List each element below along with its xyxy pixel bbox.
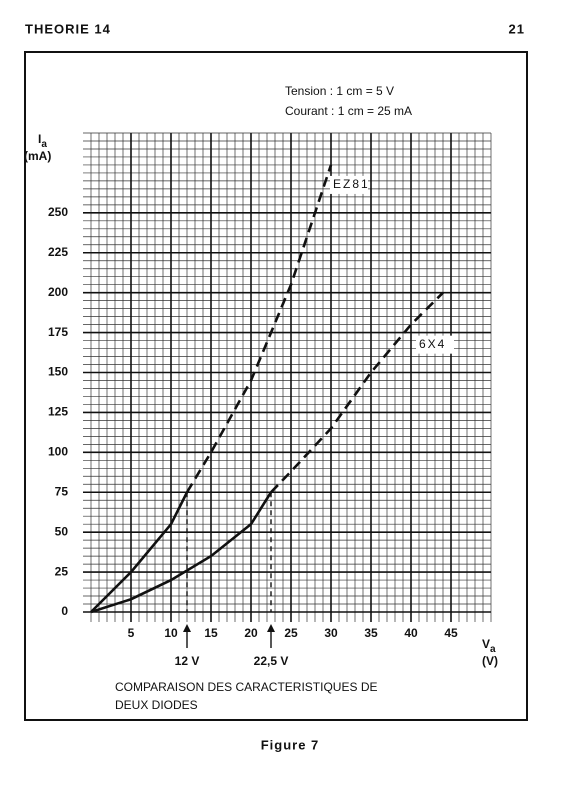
marker-arrowhead <box>183 624 191 632</box>
x-tick-label: 20 <box>244 626 258 640</box>
x-tick-label: 25 <box>284 626 298 640</box>
y-tick-label: 25 <box>55 564 69 578</box>
y-axis-label: Ia <box>38 132 47 149</box>
x-tick-label: 5 <box>128 626 135 640</box>
annotation: Courant : 1 cm = 25 mA <box>285 104 412 118</box>
figure-label: Figure 7 <box>261 737 320 752</box>
x-label-symbol: V <box>482 637 490 651</box>
y-tick-label: 200 <box>48 285 68 299</box>
legend-box <box>330 175 368 194</box>
marker-arrowhead <box>267 624 275 632</box>
caption: COMPARAISON DES CARACTERISTIQUES DE <box>115 680 377 694</box>
annotation: Tension : 1 cm = 5 V <box>285 84 394 98</box>
header-right: 21 <box>509 21 525 36</box>
y-tick-label: 75 <box>55 484 69 498</box>
y-tick-label: 225 <box>48 245 68 259</box>
y-tick-label: 125 <box>48 405 68 419</box>
marker-label: 22,5 V <box>254 654 289 668</box>
y-axis-unit: (mA) <box>24 149 51 163</box>
y-label-subscript: a <box>41 139 47 150</box>
x-tick-label: 30 <box>324 626 338 640</box>
y-tick-label: 175 <box>48 325 68 339</box>
y-tick-label: 0 <box>61 604 68 618</box>
series-label: EZ81 <box>333 177 370 191</box>
y-label-symbol: I <box>38 132 41 146</box>
series-line <box>90 491 273 614</box>
x-tick-label: 10 <box>164 626 178 640</box>
series-label: 6X4 <box>419 337 446 351</box>
marker-label: 12 V <box>175 654 200 668</box>
y-tick-label: 100 <box>48 445 68 459</box>
y-tick-label: 250 <box>48 205 68 219</box>
x-axis-unit: (V) <box>482 654 498 668</box>
y-tick-label: 50 <box>55 524 69 538</box>
series-line <box>185 164 333 493</box>
x-tick-label: 35 <box>364 626 378 640</box>
caption: DEUX DIODES <box>115 698 198 712</box>
x-tick-label: 40 <box>404 626 418 640</box>
x-axis-label: Va <box>482 637 496 654</box>
x-tick-label: 15 <box>204 626 218 640</box>
frame <box>24 51 528 721</box>
x-tick-label: 45 <box>444 626 458 640</box>
header-left: THEORIE 14 <box>25 21 111 36</box>
y-tick-label: 150 <box>48 365 68 379</box>
series-line <box>270 291 444 494</box>
series-line <box>90 491 189 613</box>
x-label-subscript: a <box>490 644 496 655</box>
legend-box <box>416 335 454 354</box>
